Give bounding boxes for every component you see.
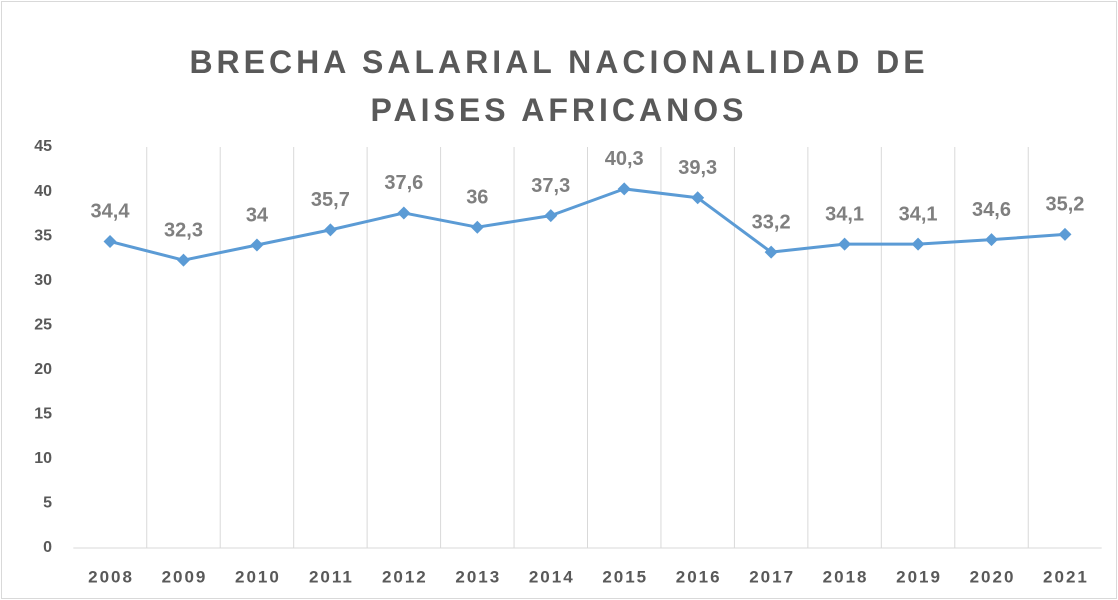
data-label: 36 <box>466 186 488 208</box>
y-tick-label: 0 <box>43 539 52 556</box>
y-tick-label: 20 <box>34 361 52 378</box>
data-label: 34,4 <box>91 201 131 223</box>
x-tick-label: 2008 <box>88 567 134 586</box>
data-marker <box>250 238 264 252</box>
x-tick-label: 2010 <box>235 567 281 586</box>
y-tick-label: 5 <box>43 495 52 512</box>
chart-title: BRECHA SALARIAL NACIONALIDAD DE PAISES A… <box>189 44 929 128</box>
data-label: 40,3 <box>605 148 644 170</box>
data-label: 34,1 <box>825 203 864 225</box>
x-tick-label: 2021 <box>1043 567 1089 586</box>
data-marker <box>1058 227 1072 241</box>
data-marker <box>911 237 925 251</box>
y-tick-label: 15 <box>34 406 52 423</box>
data-label: 32,3 <box>164 219 203 241</box>
y-tick-label: 10 <box>34 450 52 467</box>
x-tick-label: 2012 <box>382 567 428 586</box>
data-label: 37,6 <box>384 172 423 194</box>
data-marker <box>691 191 705 205</box>
data-marker <box>617 182 631 196</box>
data-marker <box>838 237 852 251</box>
data-marker <box>397 206 411 220</box>
x-tick-label: 2016 <box>676 567 722 586</box>
y-tick-label: 25 <box>34 316 52 333</box>
data-marker <box>470 220 484 234</box>
x-tick-label: 2020 <box>970 567 1016 586</box>
y-tick-label: 35 <box>34 227 52 244</box>
x-tick-label: 2017 <box>749 567 795 586</box>
x-tick-label: 2009 <box>162 567 208 586</box>
data-marker <box>544 209 558 223</box>
data-label: 35,7 <box>311 189 350 211</box>
data-label: 34,6 <box>972 199 1011 221</box>
data-label: 37,3 <box>531 175 570 197</box>
x-tick-label: 2014 <box>529 567 575 586</box>
data-label: 39,3 <box>678 157 717 179</box>
data-label: 35,2 <box>1046 194 1085 216</box>
x-tick-label: 2015 <box>602 567 648 586</box>
data-label: 34 <box>246 204 269 226</box>
data-marker <box>103 234 117 248</box>
data-label: 34,1 <box>899 203 938 225</box>
data-marker <box>176 253 190 267</box>
y-tick-label: 40 <box>34 183 52 200</box>
x-tick-label: 2018 <box>823 567 869 586</box>
data-marker <box>323 223 337 237</box>
x-tick-label: 2011 <box>309 567 354 586</box>
data-marker <box>985 233 999 247</box>
data-line <box>109 187 1066 262</box>
y-tick-label: 30 <box>34 272 52 289</box>
data-marker <box>764 245 778 259</box>
x-tick-label: 2019 <box>896 567 942 586</box>
y-tick-label: 45 <box>34 138 52 155</box>
x-tick-label: 2013 <box>455 567 501 586</box>
data-label: 33,2 <box>752 211 791 233</box>
